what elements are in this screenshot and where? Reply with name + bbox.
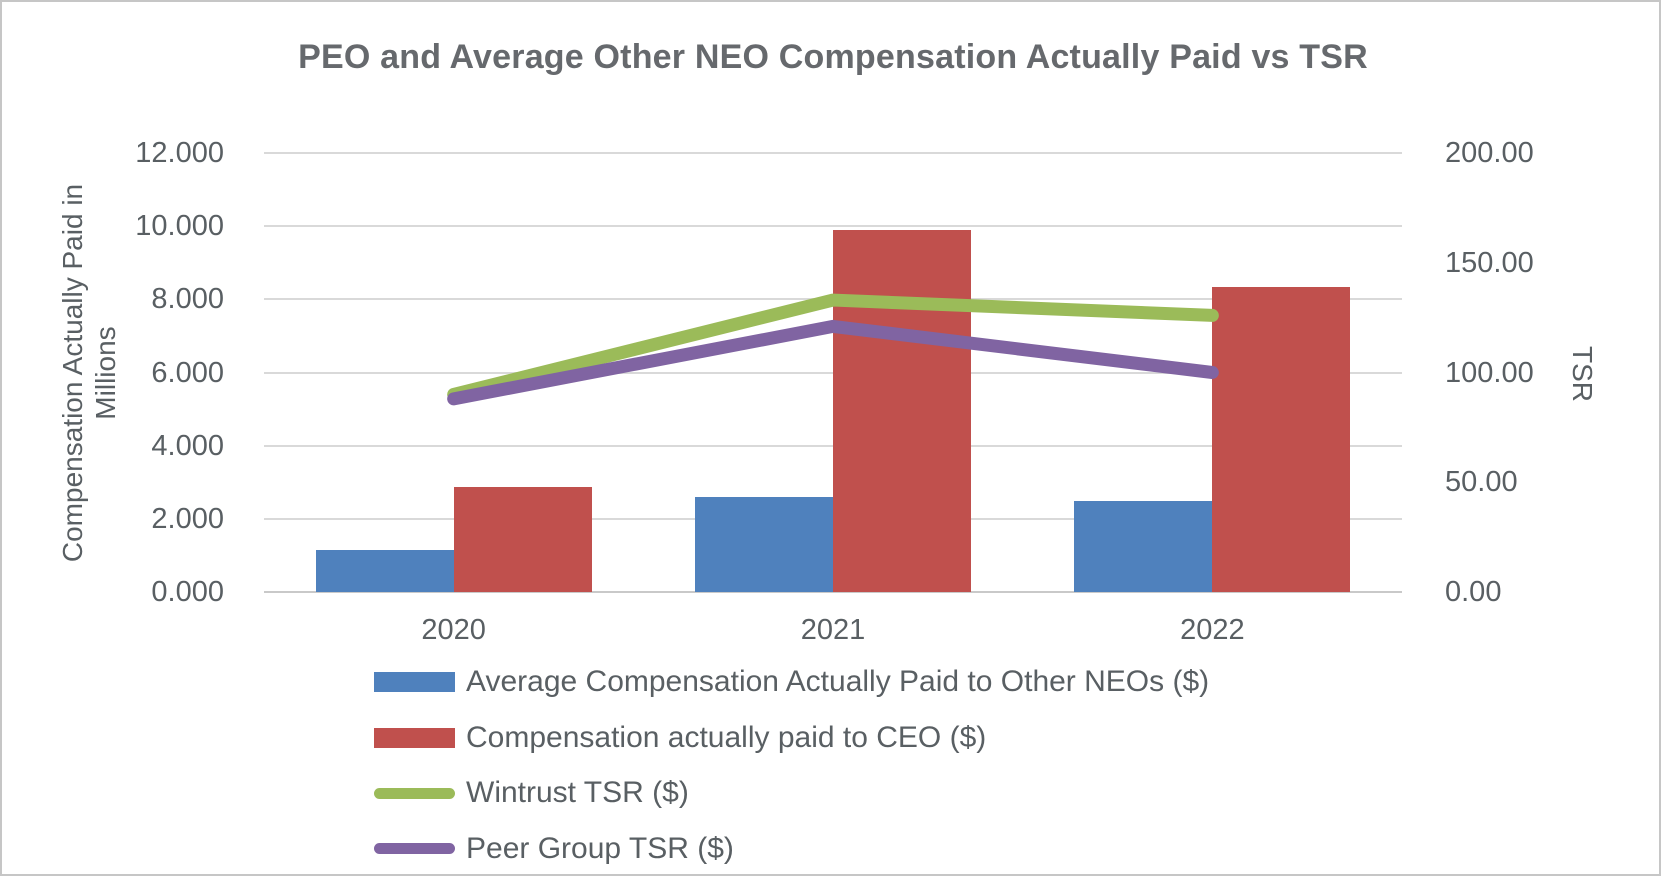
bar-other-neos-2021 <box>695 496 833 592</box>
legend-label: Peer Group TSR ($) <box>466 831 734 865</box>
bar-ceo-2021 <box>833 229 971 592</box>
legend-item: Compensation actually paid to CEO ($) <box>374 710 986 766</box>
right-axis-tick: 150.00 <box>1445 246 1534 279</box>
legend-swatch-bar <box>374 727 455 748</box>
chart-title: PEO and Average Other NEO Compensation A… <box>298 38 1368 76</box>
left-axis-tick: 6.000 <box>151 356 224 389</box>
x-axis-label: 2021 <box>800 614 866 646</box>
bar-other-neos-2022 <box>1074 500 1213 592</box>
right-axis-tick: 100.00 <box>1445 356 1534 389</box>
right-axis-tick: 200.00 <box>1445 137 1534 169</box>
line-peer-group-tsr- <box>447 319 1219 406</box>
legend-label: Wintrust TSR ($) <box>466 776 689 809</box>
right-axis-tick: 50.00 <box>1445 466 1518 499</box>
bar-ceo-2020 <box>453 487 592 592</box>
left-axis-tick: 2.000 <box>151 502 224 535</box>
bar-ceo-2022 <box>1212 286 1351 592</box>
left-axis-tick: 12.000 <box>135 137 224 169</box>
legend-swatch-line <box>374 787 455 799</box>
gridline <box>264 152 1402 154</box>
right-axis-tick: 0.00 <box>1445 576 1502 608</box>
left-axis-tick: 4.000 <box>151 429 224 462</box>
legend-swatch-bar <box>374 672 455 692</box>
legend-item: Peer Group TSR ($) <box>374 821 734 875</box>
x-axis-line <box>264 591 1402 593</box>
bar-other-neos-2020 <box>315 549 454 592</box>
legend-label: Compensation actually paid to CEO ($) <box>466 720 987 754</box>
line-wintrust-tsr- <box>447 293 1219 401</box>
x-axis-label: 2020 <box>421 614 486 646</box>
legend-label: Average Compensation Actually Paid to Ot… <box>466 665 1210 698</box>
x-axis-label: 2022 <box>1180 614 1245 646</box>
legend-item: Average Compensation Actually Paid to Ot… <box>374 654 1209 710</box>
legend-item: Wintrust TSR ($) <box>374 765 689 821</box>
gridline <box>264 225 1402 228</box>
legend-swatch-line <box>374 843 455 854</box>
left-axis-tick: 10.000 <box>135 210 224 243</box>
left-axis-tick: 8.000 <box>151 283 224 316</box>
left-axis-tick: 0.000 <box>151 576 224 608</box>
